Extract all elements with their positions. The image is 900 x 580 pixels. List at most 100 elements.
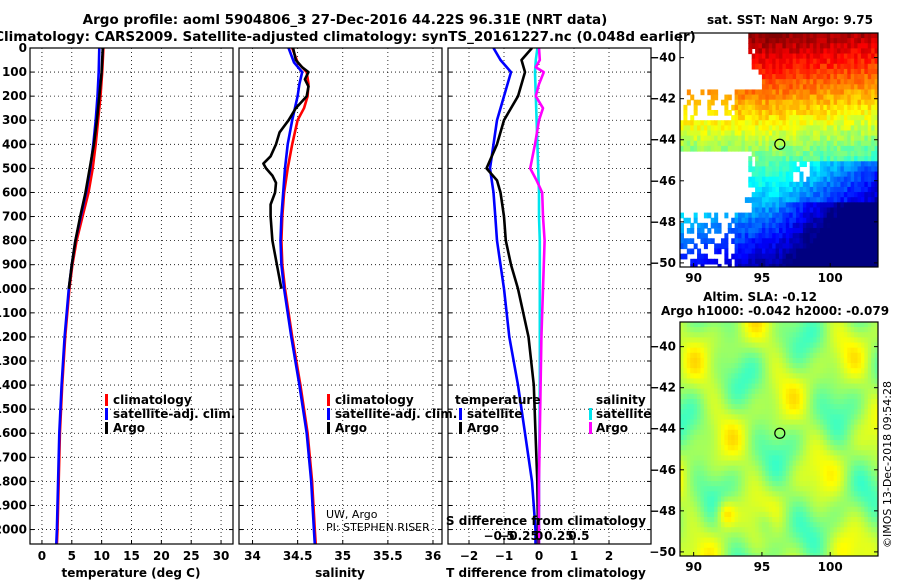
map-cell: [738, 243, 743, 250]
map-cell: [864, 363, 869, 369]
map-cell: [871, 332, 876, 338]
map-cell: [768, 156, 773, 162]
map-cell: [768, 243, 773, 250]
map-cell: [700, 404, 705, 410]
map-cell: [738, 445, 743, 451]
map-cell: [782, 342, 787, 349]
map-cell: [789, 145, 794, 152]
map-cell: [758, 342, 763, 349]
map-cell: [823, 383, 828, 390]
lat-tick-label: −44: [649, 133, 676, 147]
map-cell: [806, 130, 811, 137]
map-cell: [806, 176, 811, 183]
map-cell: [700, 253, 705, 260]
map-cell: [693, 409, 698, 415]
map-cell: [779, 135, 784, 142]
sst-map-title: sat. SST: NaN Argo: 9.75: [707, 13, 873, 27]
map-cell: [789, 522, 794, 528]
map-cell: [738, 115, 743, 121]
map-cell: [690, 342, 695, 349]
map-cell: [693, 491, 698, 498]
map-cell: [782, 207, 787, 214]
map-cell: [792, 440, 797, 446]
map-cell: [864, 145, 869, 152]
map-cell: [700, 440, 705, 446]
map-cell: [802, 263, 807, 267]
map-cell: [717, 140, 722, 147]
map-cell: [823, 450, 828, 457]
map-cell: [864, 48, 869, 55]
map-cell: [826, 125, 831, 132]
map-cell: [850, 58, 855, 65]
map-cell: [850, 33, 855, 39]
map-cell: [806, 212, 811, 219]
map-cell: [710, 145, 715, 152]
map-cell: [857, 197, 862, 203]
map-cell: [799, 537, 804, 544]
map-cell: [683, 532, 688, 539]
map-cell: [871, 475, 876, 482]
map-cell: [847, 253, 852, 260]
map-cell: [697, 486, 702, 492]
map-cell: [707, 532, 712, 539]
map-cell: [700, 378, 705, 385]
map-cell: [789, 475, 794, 482]
map-cell: [751, 491, 756, 498]
map-cell: [857, 63, 862, 70]
map-cell: [727, 542, 732, 549]
map-cell: [703, 481, 708, 487]
map-cell: [809, 481, 814, 487]
map-cell: [837, 115, 842, 121]
map-cell: [785, 248, 790, 255]
map-cell: [850, 352, 855, 359]
map-cell: [837, 327, 842, 333]
map-cell: [874, 404, 878, 410]
map-cell: [755, 470, 760, 477]
lon-tick-label: 90: [685, 271, 702, 285]
map-cell: [724, 104, 729, 111]
map-cell: [700, 491, 705, 498]
map-cell: [826, 470, 831, 477]
map-cell: [720, 140, 725, 147]
map-cell: [792, 537, 797, 544]
map-cell: [744, 258, 749, 265]
map-cell: [741, 120, 746, 126]
map-cell: [727, 465, 732, 472]
map-cell: [802, 53, 807, 60]
map-cell: [768, 253, 773, 260]
map-cell: [874, 253, 878, 260]
map-cell: [741, 522, 746, 528]
map-cell: [731, 419, 736, 426]
map-cell: [847, 347, 852, 354]
map-cell: [768, 388, 773, 395]
map-cell: [680, 424, 685, 431]
map-cell: [693, 429, 698, 436]
map-cell: [772, 547, 777, 554]
map-cell: [837, 373, 842, 380]
map-cell: [727, 347, 732, 354]
map-cell: [761, 404, 766, 410]
map-cell: [860, 409, 865, 415]
map-cell: [785, 161, 790, 168]
map-cell: [826, 378, 831, 385]
map-cell: [697, 388, 702, 395]
map-cell: [840, 238, 845, 244]
map-cell: [857, 445, 862, 451]
map-cell: [755, 393, 760, 400]
sst-map-ticks: 90 95 100−40−42−44−46−48−50: [649, 51, 878, 285]
map-cell: [867, 130, 872, 137]
map-cell: [731, 552, 736, 556]
map-cell: [874, 506, 878, 513]
map-cell: [772, 455, 777, 462]
map-cell: [854, 125, 859, 132]
map-cell: [816, 243, 821, 250]
map-cell: [758, 228, 763, 234]
map-cell: [697, 342, 702, 349]
map-cell: [823, 501, 828, 508]
map-cell: [847, 145, 852, 152]
map-cell: [765, 491, 770, 498]
map-cell: [809, 186, 814, 193]
map-cell: [683, 357, 688, 364]
map-cell: [867, 166, 872, 173]
map-cell: [857, 176, 862, 183]
